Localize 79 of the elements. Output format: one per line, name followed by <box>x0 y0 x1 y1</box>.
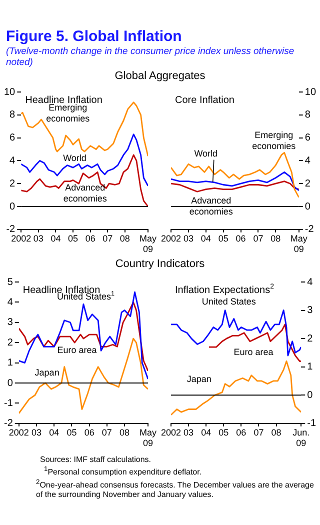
x-tick-label: Jun. 09 <box>292 427 310 448</box>
series-label: Emerging economies <box>46 102 90 124</box>
x-tick-label: 05 <box>68 233 78 244</box>
text: $^{1}$Personal consumption expenditure deflator. <box>44 465 203 478</box>
y-tick-label: 0 <box>307 390 314 401</box>
y-tick-label: 1 <box>307 362 314 373</box>
series-label: United States <box>202 296 256 306</box>
y-tick-label: 8 <box>304 110 311 121</box>
x-tick-label: 05 <box>218 233 228 244</box>
x-tick-label: 08 <box>120 427 130 438</box>
y-tick-label: 2 <box>307 333 314 344</box>
y-tick-label: 6 <box>10 132 16 144</box>
series-label: World <box>63 152 86 163</box>
series-label: Japan <box>34 367 60 378</box>
x-tick-label: 05 <box>66 427 77 438</box>
x-tick-label: 05 <box>218 427 229 438</box>
text: Global Aggregates <box>114 70 206 82</box>
y-tick-label: 0 <box>304 201 311 212</box>
x-tick-label: 07 <box>254 427 264 438</box>
series-label: Advanced economies <box>63 182 108 204</box>
series-label: Emerging economies <box>252 130 296 151</box>
x-tick-label: 07 <box>102 427 112 438</box>
x-tick-label: 06 <box>85 233 96 244</box>
y-tick-label: 0 <box>7 378 14 389</box>
x-tick-label: 03 <box>31 427 42 438</box>
text: World <box>194 148 218 158</box>
x-tick-label: 06 <box>236 427 246 438</box>
series-label: Advanced economies <box>189 195 234 216</box>
chart-title: Core Inflation <box>175 94 234 106</box>
y-tick-label: -2 <box>4 418 14 430</box>
x-tick-label: 2002 <box>160 233 182 244</box>
y-tick-label: 1 <box>7 358 14 369</box>
x-tick-label: 04 <box>200 233 211 244</box>
x-tick-label: 03 <box>183 233 194 244</box>
x-tick-label: 07 <box>253 233 264 244</box>
y-tick-label: 2 <box>7 337 14 348</box>
y-tick-label: 3 <box>7 317 14 328</box>
x-tick-label: May 09 <box>139 233 157 254</box>
y-tick-label: -2 <box>304 224 314 236</box>
y-tick-label: -1 <box>307 418 316 430</box>
y-tick-label: 6 <box>304 132 311 144</box>
y-tick-label: -1 <box>4 398 14 409</box>
y-tick-label: 4 <box>10 155 16 166</box>
x-tick-label: May 09 <box>139 427 157 448</box>
x-tick-label: 2002 <box>160 427 182 438</box>
y-tick-label: 4 <box>7 296 14 308</box>
x-tick-label: 08 <box>120 233 130 244</box>
y-tick-label: 3 <box>307 305 314 316</box>
y-tick-label: -2 <box>6 224 16 236</box>
y-tick-label: 2 <box>10 178 16 190</box>
y-tick-label: 0 <box>10 201 16 212</box>
x-tick-label: 08 <box>270 233 281 244</box>
x-tick-label: 06 <box>84 427 94 438</box>
y-tick-label: 10 <box>4 86 16 98</box>
x-tick-label: 04 <box>201 427 212 438</box>
source-note: Sources: IMF staff calculations. <box>40 455 152 465</box>
x-tick-label: 04 <box>49 427 60 438</box>
x-tick-label: 04 <box>50 233 61 244</box>
x-tick-label: 06 <box>236 233 246 244</box>
y-tick-label: 4 <box>307 276 314 288</box>
series-label: Euro area <box>57 345 97 356</box>
y-tick-label: 10 <box>304 86 316 98</box>
x-tick-label: 2002 <box>11 233 32 244</box>
x-tick-label: 2002 <box>8 427 29 438</box>
x-tick-label: May 09 <box>290 233 308 254</box>
x-tick-label: 03 <box>184 427 194 438</box>
x-tick-label: 08 <box>271 427 282 438</box>
y-tick-label: 8 <box>10 110 16 121</box>
text: Figure 5. Global Inflation <box>6 28 183 45</box>
y-tick-label: 4 <box>304 155 311 166</box>
x-tick-label: 07 <box>102 233 113 244</box>
y-tick-label: 2 <box>304 178 311 190</box>
x-tick-label: 03 <box>33 233 44 244</box>
series-label: Euro area <box>234 347 274 358</box>
text: (Twelve-month change in the consumer price index unless otherwise noted) <box>6 46 296 68</box>
y-tick-label: 5 <box>7 276 14 288</box>
series-label: Japan <box>186 374 212 384</box>
text: Country Indicators <box>114 258 206 270</box>
text: $^{2}$One-year-ahead consensus forecasts. The December values are the average of the surrounding November and January values. <box>36 478 314 500</box>
